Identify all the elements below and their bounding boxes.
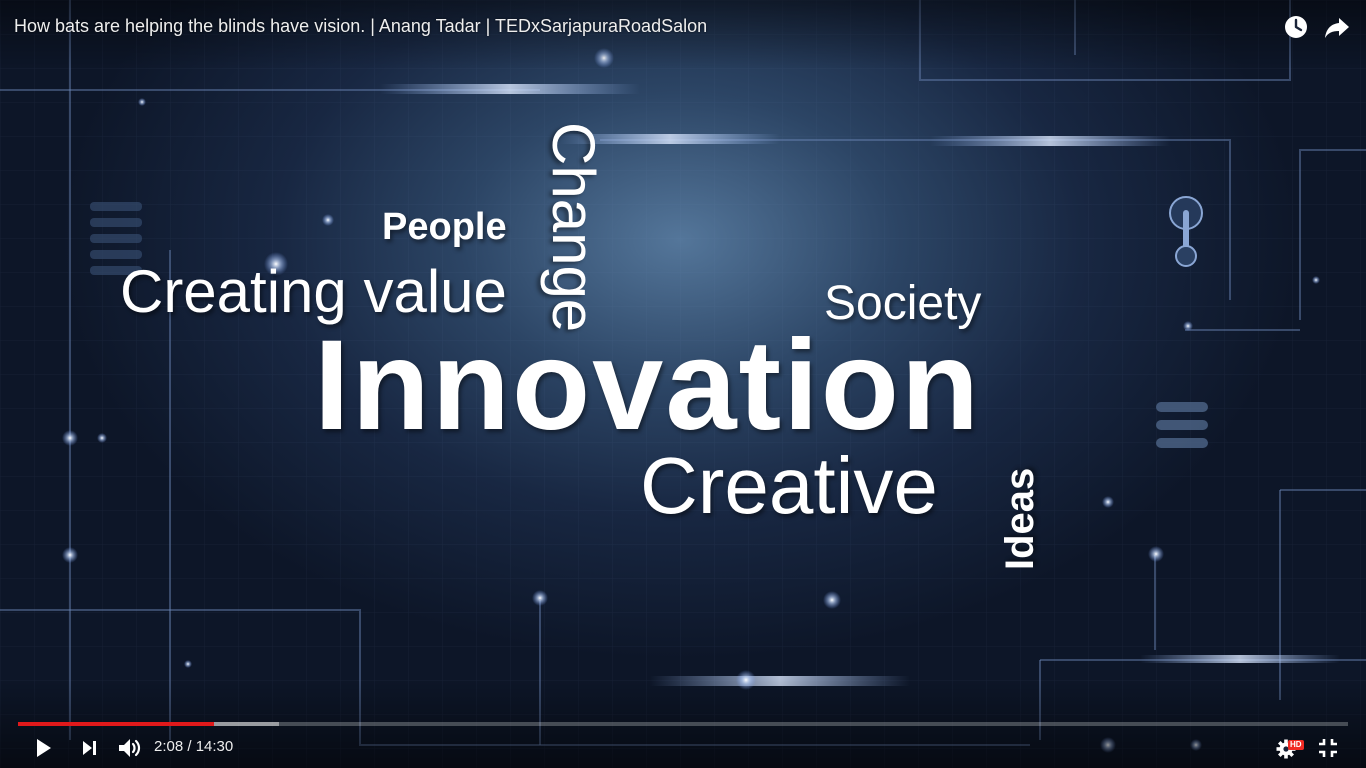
volume-icon <box>119 739 141 757</box>
progress-played <box>18 722 214 726</box>
frame-word-creative: Creative <box>640 441 938 530</box>
watch-later-button[interactable] <box>1281 12 1311 42</box>
frame-word-creating-value: Creating value <box>120 258 507 325</box>
mute-button[interactable] <box>116 736 144 760</box>
exit-fullscreen-button[interactable] <box>1316 736 1340 760</box>
time-display: 2:08 / 14:30 <box>154 738 234 755</box>
top-gradient-overlay <box>0 0 1366 70</box>
frame-word-innovation: Innovation <box>314 314 982 457</box>
frame-word-people: People <box>382 206 507 248</box>
bottom-gradient-overlay <box>0 678 1366 768</box>
next-icon <box>83 741 96 755</box>
settings-button[interactable] <box>1274 736 1300 760</box>
play-button[interactable] <box>32 736 56 760</box>
frame-word-society: Society <box>824 277 982 330</box>
frame-word-ideas: Ideas <box>998 467 1042 570</box>
share-arrow-icon <box>1325 18 1349 38</box>
clock-icon <box>1285 16 1307 38</box>
exit-fullscreen-icon <box>1319 739 1337 757</box>
play-icon <box>37 739 51 757</box>
next-button[interactable] <box>78 736 102 760</box>
frame-word-change: Change <box>540 122 607 333</box>
video-title[interactable]: How bats are helping the blinds have vis… <box>14 16 708 36</box>
settings-gear-icon <box>1276 739 1296 759</box>
share-button[interactable] <box>1322 12 1352 42</box>
hd-badge: HD <box>1288 740 1304 750</box>
progress-bar[interactable] <box>18 722 1348 726</box>
